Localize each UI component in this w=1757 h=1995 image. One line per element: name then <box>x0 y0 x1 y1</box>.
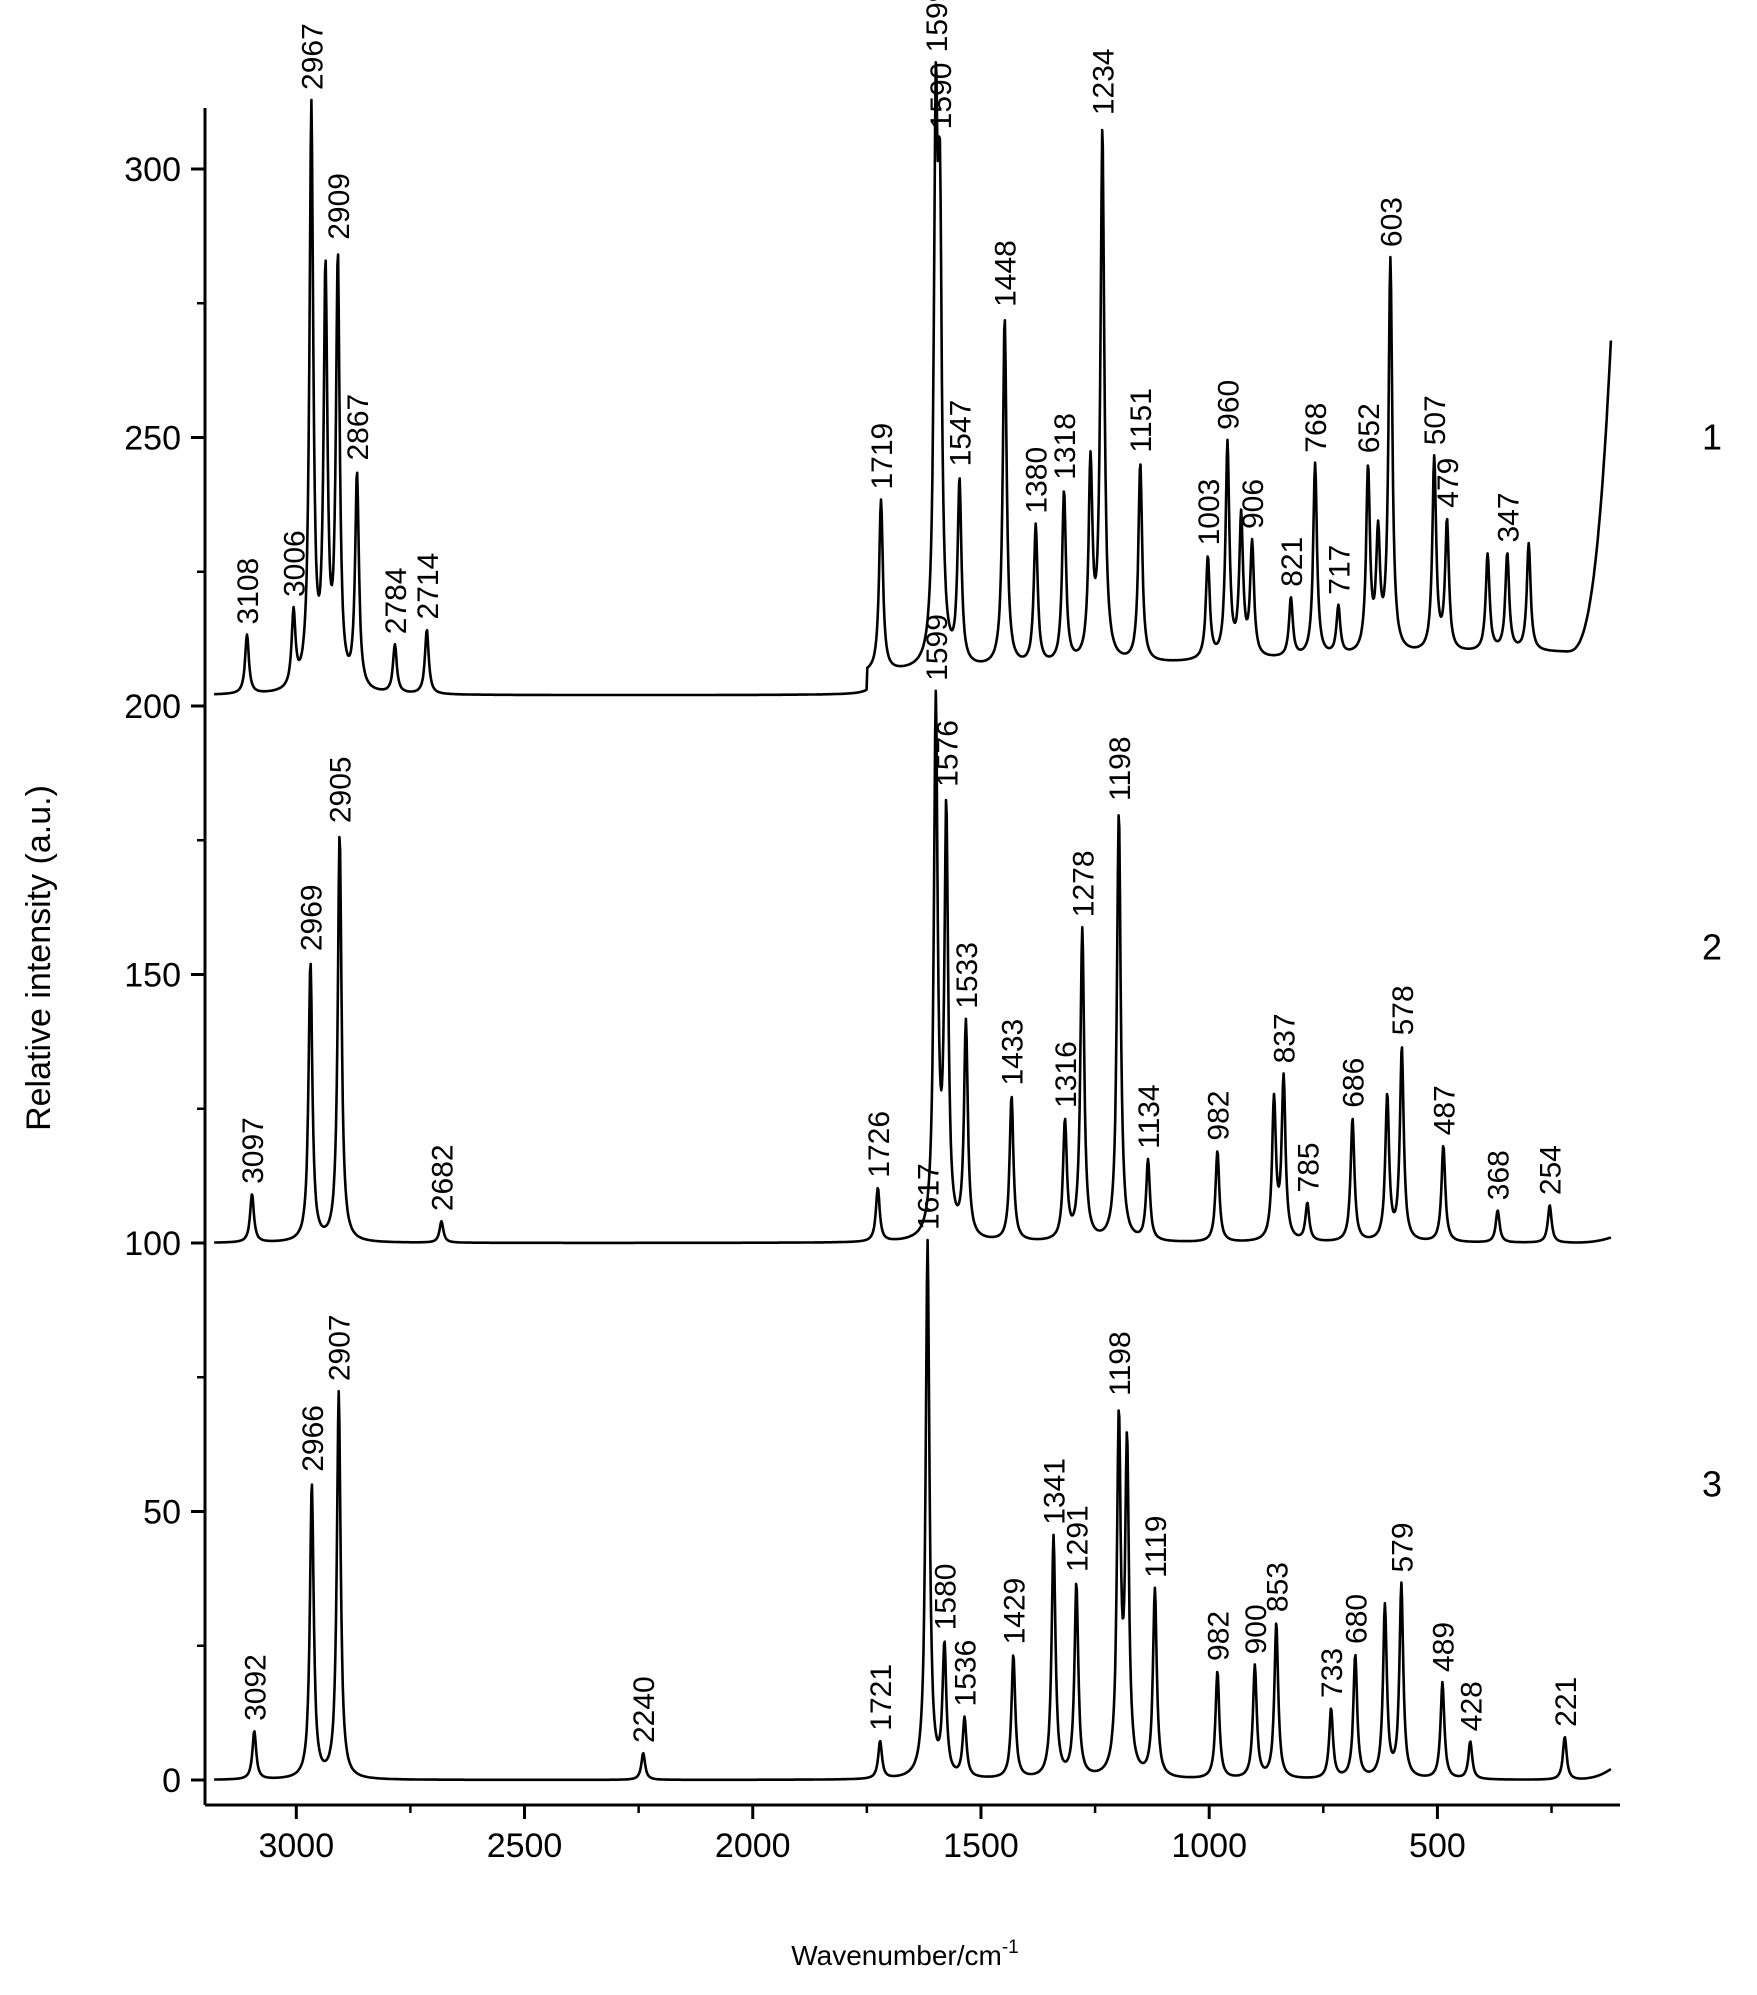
peak-label: 1429 <box>998 1578 1031 1645</box>
peak-label: 733 <box>1316 1648 1349 1698</box>
peak-label: 1134 <box>1133 1084 1166 1149</box>
peak-label: 2969 <box>295 884 328 951</box>
peak-label: 1599 <box>921 614 954 681</box>
peak-label: 1590 <box>925 63 958 130</box>
peak-label: 1278 <box>1067 850 1100 917</box>
peak-label: 906 <box>1237 479 1270 529</box>
spectra-traces <box>213 61 1613 1782</box>
peak-label: 768 <box>1300 403 1333 453</box>
peak-label: 1599 <box>921 0 954 52</box>
peak-label: 717 <box>1323 545 1356 595</box>
peak-label: 603 <box>1375 197 1408 247</box>
peak-label: 3097 <box>237 1117 270 1184</box>
peak-label: 579 <box>1386 1522 1419 1572</box>
peak-label: 900 <box>1240 1604 1273 1654</box>
peak-label: 1198 <box>1104 1331 1137 1396</box>
peak-label: 1291 <box>1061 1505 1094 1572</box>
peak-label: 1119 <box>1140 1516 1173 1578</box>
peak-label: 2966 <box>297 1405 330 1472</box>
peak-label: 2867 <box>342 394 375 461</box>
axes: 3000 2500 2000 1500 1000 500 0 50 100 150 200 250 30… <box>124 108 1620 1865</box>
x-axis-label-text: Wavenumber/cm <box>791 1940 1002 1971</box>
peak-label: 254 <box>1535 1145 1568 1195</box>
peak-label: 982 <box>1202 1091 1235 1141</box>
peak-label: 3108 <box>232 558 265 625</box>
peak-label: 368 <box>1483 1150 1516 1200</box>
peak-label: 1719 <box>866 423 899 490</box>
series-label-2: 2 <box>1702 927 1722 968</box>
peak-label: 2905 <box>325 756 358 823</box>
series-labels: 1 2 3 <box>1702 417 1722 1505</box>
peak-label: 2909 <box>323 173 356 240</box>
peak-label: 487 <box>1428 1085 1461 1135</box>
peak-label: 686 <box>1338 1058 1371 1108</box>
peak-label: 2240 <box>628 1676 661 1743</box>
y-tick-label: 100 <box>124 1225 181 1263</box>
peak-label: 1576 <box>931 720 964 787</box>
x-tick-label: 1000 <box>1171 1827 1247 1865</box>
x-tick-label: 2000 <box>715 1827 791 1865</box>
x-axis-label: Wavenumber/cm-1 <box>791 1937 1018 1971</box>
peak-label: 1721 <box>865 1664 898 1731</box>
x-tick-label: 1500 <box>943 1827 1019 1865</box>
peak-label: 1316 <box>1050 1041 1083 1108</box>
peak-label: 1726 <box>863 1111 896 1178</box>
peak-label: 1580 <box>930 1563 963 1630</box>
peak-label: 3092 <box>239 1654 272 1721</box>
peak-label: 578 <box>1387 985 1420 1035</box>
y-tick-label: 150 <box>124 957 181 995</box>
peak-label: 785 <box>1292 1142 1325 1192</box>
peak-label: 1380 <box>1021 447 1054 514</box>
peak-label: 2714 <box>412 553 445 620</box>
peak-label: 1151 <box>1125 388 1158 453</box>
peak-label: 1234 <box>1087 48 1120 115</box>
peak-label: 853 <box>1261 1562 1294 1612</box>
peak-label: 680 <box>1340 1594 1373 1644</box>
peak-label: 1341 <box>1039 1458 1072 1525</box>
x-tick-label: 3000 <box>258 1827 334 1865</box>
y-tick-label: 200 <box>124 688 181 726</box>
peak-label: 821 <box>1276 537 1309 587</box>
peak-label: 1003 <box>1193 479 1226 546</box>
x-tick-label: 2500 <box>487 1827 563 1865</box>
peak-label: 507 <box>1419 395 1452 445</box>
peak-label: 479 <box>1432 458 1465 508</box>
peak-label: 837 <box>1269 1013 1302 1063</box>
y-tick-label: 250 <box>124 420 181 458</box>
peak-label: 1533 <box>951 942 984 1009</box>
x-tick-label: 500 <box>1409 1827 1466 1865</box>
spectrum-line-1 <box>213 61 1613 697</box>
spectrum-line-2 <box>213 689 1612 1245</box>
peak-label: 347 <box>1492 492 1525 542</box>
peak-label: 960 <box>1212 380 1245 430</box>
spectrum-line-3 <box>213 1238 1612 1782</box>
peak-label: 2907 <box>324 1314 357 1381</box>
peak-label: 2967 <box>296 23 329 90</box>
peak-label: 1536 <box>949 1640 982 1707</box>
peak-label: 652 <box>1353 403 1386 453</box>
peak-label: 2784 <box>380 567 413 634</box>
y-tick-label: 50 <box>143 1494 181 1532</box>
y-tick-label: 0 <box>162 1762 181 1800</box>
peak-label: 428 <box>1455 1681 1488 1731</box>
peak-label: 3006 <box>279 530 312 597</box>
series-label-3: 3 <box>1702 1464 1722 1505</box>
peak-label: 982 <box>1202 1611 1235 1661</box>
peak-label: 1547 <box>944 400 977 467</box>
peak-label: 489 <box>1427 1622 1460 1672</box>
peak-label: 221 <box>1550 1677 1583 1727</box>
peak-label: 1318 <box>1049 413 1082 480</box>
y-tick-label: 300 <box>124 151 181 189</box>
peak-label: 1198 <box>1104 736 1137 801</box>
peak-label: 1433 <box>997 1019 1030 1086</box>
series-label-1: 1 <box>1702 417 1722 458</box>
peak-label: 1617 <box>913 1163 946 1230</box>
y-axis-label: Relative intensity (a.u.) <box>20 785 58 1131</box>
peak-label: 1448 <box>990 240 1023 307</box>
peak-label: 2682 <box>426 1144 459 1211</box>
x-axis-label-superscript: -1 <box>1002 1937 1019 1958</box>
